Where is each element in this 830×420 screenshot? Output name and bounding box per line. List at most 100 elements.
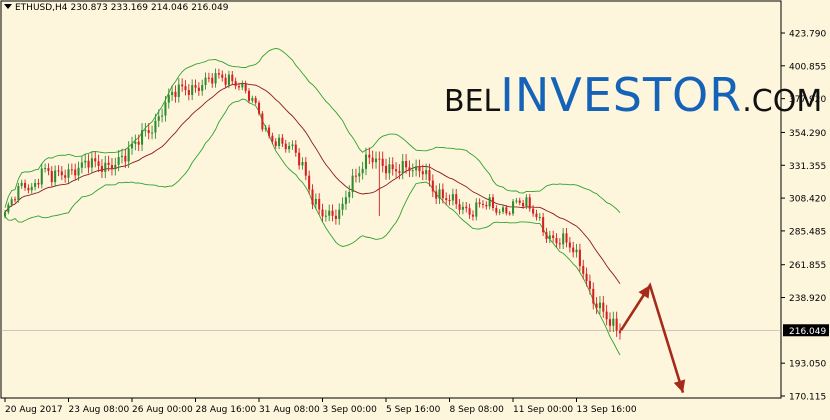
candle-body [595,303,598,309]
candle-body [231,74,234,82]
candle-body [221,74,224,78]
candle-body [428,170,431,181]
watermark-investor: INVESTOR [500,68,743,122]
candle-body [24,182,27,188]
candle-body [177,84,180,97]
ohlc-close: 216.049 [191,3,229,13]
candle-body [204,77,207,86]
candle-body [211,77,214,84]
candle-body [371,157,374,163]
x-tick-label: 5 Sep 16:00 [386,405,441,415]
candle-body [612,318,615,326]
x-tick-label: 13 Sep 16:00 [577,405,637,415]
candle-body [120,155,124,158]
x-tick-label: 11 Sep 00:00 [513,405,573,415]
candle-body [60,171,63,176]
candle-body [458,204,461,210]
candle-body [247,90,251,101]
candle-body [348,192,351,198]
candle-body [542,217,545,233]
candle-body [217,73,220,75]
candle-body [67,169,70,178]
candle-body [194,85,197,88]
candle-body [304,162,307,176]
candle-body [478,202,481,204]
candle-body [117,157,120,165]
candle-body [34,182,37,187]
y-tick-label: 308.420 [789,195,826,205]
x-tick-label: 20 Aug 2017 [5,405,63,415]
x-tick-label: 3 Sep 00:00 [323,405,378,415]
candle-body [525,197,528,207]
forecast-arrows [619,282,686,393]
candle-body [44,168,47,170]
candle-body [47,168,50,172]
forecast-arrowhead-up [638,285,650,299]
x-tick-label: 26 Aug 00:00 [132,405,193,415]
candle-body [548,235,551,240]
candle-body [598,302,601,309]
candle-body [167,95,170,103]
candle-body [57,170,60,172]
x-tick-label: 8 Sep 08:00 [450,405,505,415]
y-tick-label: 170.115 [789,393,826,403]
candle-body [100,165,103,172]
candle-body [144,130,147,132]
candle-body [441,189,444,199]
candle-body [324,215,327,217]
candle-body [338,209,341,219]
candle-body [94,158,97,162]
candle-body [50,171,53,183]
candle-body [572,247,575,253]
candle-body [535,213,538,218]
candle-body [151,132,154,134]
moving-average [4,82,621,285]
candle-body [374,158,378,163]
candle-body [538,217,541,219]
candle-body [40,168,43,185]
candle-body [97,161,100,166]
candle-body [445,198,448,201]
candle-body [328,210,331,216]
candle-body [3,212,7,217]
candle-body [201,85,204,91]
candle-body [411,170,414,172]
candle-body [555,237,558,244]
candle-body [157,116,160,121]
candle-body [588,280,591,289]
current-price-label: 216.049 [789,327,826,337]
candle-body [518,200,521,203]
candle-body [418,166,421,172]
candle-body [321,209,324,217]
chart-title-bar: ETHUSD,H4 230.873 233.169 214.046 216.049 [4,3,231,13]
candle-body [562,233,565,245]
candle-body [552,235,555,238]
y-tick-label: 193.050 [789,360,826,370]
candle-body [84,160,87,163]
candle-body [438,189,441,199]
candle-body [241,83,244,88]
candle-body [27,187,30,191]
candle-body [568,242,571,248]
candle-body [30,186,33,191]
candle-body [532,208,535,214]
candle-body [391,164,394,170]
candle-body [448,200,451,202]
candle-body [398,171,401,173]
candle-body [110,165,113,170]
candle-body [311,189,314,205]
candle-body [74,169,77,176]
candle-body [451,194,454,201]
candle-body [528,197,531,209]
candle-body [207,77,210,79]
candle-body [261,113,264,130]
candle-body [174,91,177,97]
candle-body [70,169,73,171]
candle-body [471,214,474,217]
candle-body [582,265,585,274]
candle-body [491,197,495,209]
candle-body [7,204,10,213]
price-axis: 423.790 400.855 377.920 354.290 331.355 308.4… [781,30,829,403]
candle-body [364,154,368,169]
watermark-logo: BELINVESTOR.COM [444,72,822,118]
